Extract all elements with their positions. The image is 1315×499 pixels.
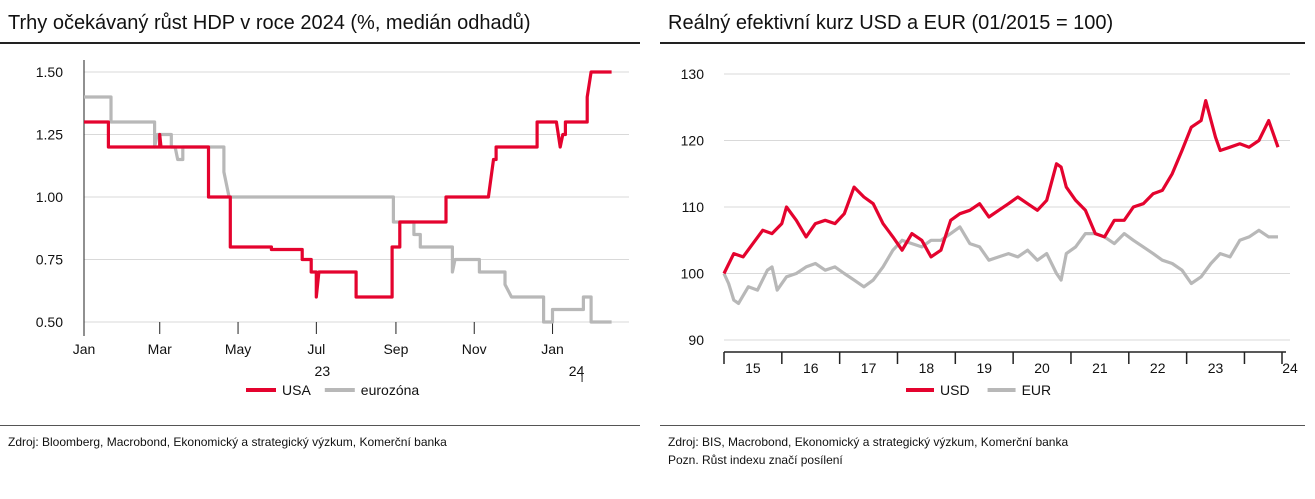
year-label: 24 (569, 363, 585, 379)
x-tick-label: 20 (1034, 360, 1050, 376)
x-tick-label: Jul (307, 341, 325, 357)
right-chart-panel: Reálný efektivní kurz USD a EUR (01/2015… (660, 0, 1305, 499)
x-tick-label: Jan (541, 341, 564, 357)
right-source-rule (660, 425, 1305, 426)
series-line-eurozone (84, 95, 612, 324)
series-line-usa (84, 70, 612, 299)
x-tick-label: 16 (803, 360, 819, 376)
year-label: 23 (315, 363, 331, 379)
right-source-line: Zdroj: BIS, Macrobond, Ekonomický a stra… (668, 435, 1069, 449)
series-line-eur (722, 225, 1278, 305)
gdp-expectations-chart: 1.50 1.25 1.00 0.75 0.50 Jan Mar May Jul Sep Nov Ja… (36, 60, 629, 398)
y-tick-label: 90 (688, 332, 704, 348)
y-tick-label: 120 (681, 133, 705, 149)
y-tick-label: 0.75 (36, 252, 63, 268)
x-tick-label: 23 (1208, 360, 1224, 376)
x-tick-label: 15 (745, 360, 761, 376)
y-tick-label: 1.50 (36, 64, 63, 80)
left-title-rule (0, 42, 640, 44)
right-title-rule (660, 42, 1305, 44)
y-tick-label: 130 (681, 66, 705, 82)
x-tick-label: Nov (462, 341, 487, 357)
x-tick-label: 17 (861, 360, 877, 376)
x-tick-label: 22 (1150, 360, 1166, 376)
legend-label: EUR (1022, 382, 1052, 398)
left-chart-title: Trhy očekávaný růst HDP v roce 2024 (%, … (8, 12, 531, 34)
legend-label: eurozóna (361, 382, 420, 398)
left-source-rule (0, 425, 640, 426)
right-source-text: Zdroj: BIS, Macrobond, Ekonomický a stra… (668, 433, 1068, 469)
y-tick-label: 0.50 (36, 314, 63, 330)
y-tick-label: 1.00 (36, 189, 63, 205)
x-tick-label: 21 (1092, 360, 1108, 376)
left-chart-panel: Trhy očekávaný růst HDP v roce 2024 (%, … (0, 0, 640, 499)
legend-label: USD (940, 382, 970, 398)
x-tick-label: Sep (383, 341, 408, 357)
x-tick-label: 24 (1282, 360, 1298, 376)
exchange-rate-chart: 130 120 110 100 90 15 16 17 18 19 20 21 22 23 24 USD EUR (681, 66, 1298, 398)
x-tick-label: Jan (73, 341, 96, 357)
legend-label: USA (282, 382, 311, 398)
y-tick-label: 1.25 (36, 127, 63, 143)
right-chart-title: Reálný efektivní kurz USD a EUR (01/2015… (668, 12, 1114, 34)
x-tick-label: 18 (919, 360, 935, 376)
y-tick-label: 100 (681, 266, 705, 282)
y-tick-label: 110 (682, 199, 705, 215)
series-line-usd (722, 99, 1280, 275)
left-source-text: Zdroj: Bloomberg, Macrobond, Ekonomický … (8, 435, 447, 449)
x-tick-label: Mar (148, 341, 172, 357)
right-note-line: Pozn. Růst indexu značí posílení (668, 453, 843, 467)
x-tick-label: May (225, 341, 251, 357)
x-tick-label: 19 (976, 360, 992, 376)
